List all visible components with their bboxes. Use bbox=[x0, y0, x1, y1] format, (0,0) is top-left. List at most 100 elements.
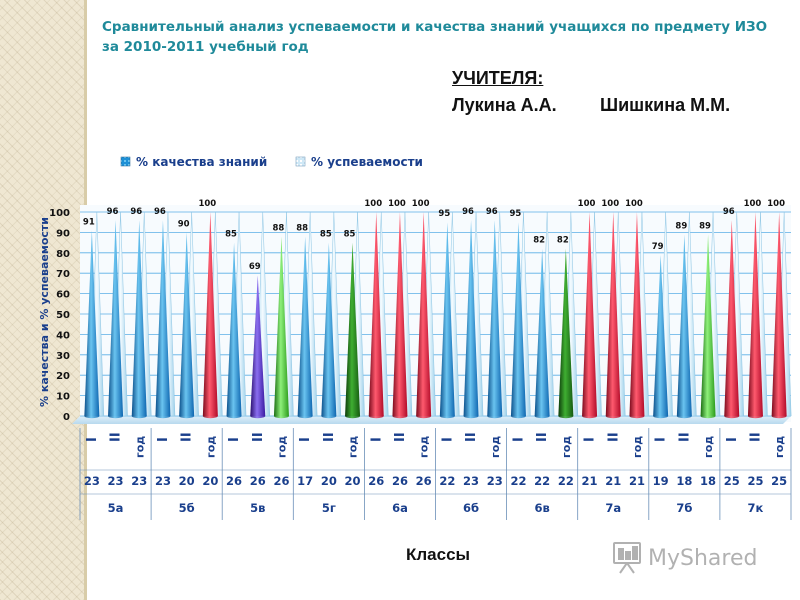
student-count-label: 20 bbox=[321, 474, 337, 488]
quarter-label: II bbox=[180, 432, 195, 442]
watermark-logo: MyShared bbox=[613, 542, 757, 574]
bar-quality bbox=[487, 220, 503, 416]
bar-quality bbox=[771, 212, 787, 416]
quarter-label: II bbox=[606, 432, 621, 442]
x-axis-title: Классы bbox=[406, 545, 471, 564]
quarter-label: год bbox=[347, 436, 360, 458]
data-label: 100 bbox=[388, 199, 406, 209]
bar-quality-base bbox=[345, 413, 361, 419]
presentation-icon bbox=[613, 542, 641, 574]
y-axis-title: % качества и % успеваемости bbox=[38, 217, 51, 407]
bar-quality-base bbox=[131, 413, 147, 419]
class-label: 5г bbox=[322, 501, 336, 515]
bar-quality-base bbox=[510, 413, 526, 419]
bar-quality-base bbox=[771, 413, 787, 419]
x-axis-quarter-labels: I II год I II год I II год I II год I II год I II год I II г… bbox=[85, 432, 786, 458]
bar-quality-base bbox=[250, 413, 266, 419]
y-tick-label: 30 bbox=[56, 351, 70, 362]
bar-quality-base bbox=[392, 413, 408, 419]
quarter-label: год bbox=[773, 436, 786, 458]
bar-quality bbox=[605, 212, 621, 416]
data-label: 100 bbox=[364, 199, 382, 209]
bar-quality-base bbox=[582, 413, 598, 419]
student-count-label: 22 bbox=[558, 474, 574, 488]
bar-quality-base bbox=[463, 413, 479, 419]
class-label: 7а bbox=[605, 501, 621, 515]
bar-quality-base bbox=[297, 413, 313, 419]
legend-swatch-quality bbox=[120, 156, 131, 167]
data-label: 82 bbox=[533, 236, 545, 246]
student-count-label: 26 bbox=[226, 474, 242, 488]
teacher-name-2: Шишкина М.М. bbox=[600, 95, 731, 115]
data-label: 100 bbox=[601, 199, 619, 209]
quarter-label: II bbox=[748, 432, 763, 442]
bar-quality bbox=[510, 222, 526, 416]
quarter-label: I bbox=[725, 437, 740, 442]
quarter-label: год bbox=[418, 436, 431, 458]
data-label: 96 bbox=[154, 207, 166, 217]
plot-back-wall bbox=[80, 205, 791, 422]
bar-quality bbox=[534, 248, 550, 416]
bar-quality bbox=[345, 242, 361, 416]
student-count-label: 19 bbox=[653, 474, 669, 488]
quarter-label: I bbox=[85, 437, 100, 442]
quarter-label: I bbox=[156, 437, 171, 442]
quarter-label: II bbox=[251, 432, 266, 442]
data-label: 82 bbox=[557, 236, 569, 246]
quarter-label: год bbox=[133, 436, 146, 458]
quarter-label: год bbox=[275, 436, 288, 458]
data-label: 96 bbox=[130, 207, 142, 217]
student-count-label: 20 bbox=[345, 474, 361, 488]
student-count-label: 20 bbox=[202, 474, 218, 488]
student-count-label: 22 bbox=[439, 474, 455, 488]
y-tick-label: 90 bbox=[56, 228, 70, 239]
watermark-text: MyShared bbox=[648, 546, 757, 571]
bar-quality-base bbox=[605, 413, 621, 419]
student-count-label: 23 bbox=[108, 474, 124, 488]
bar-quality bbox=[629, 212, 645, 416]
student-count-label: 25 bbox=[724, 474, 740, 488]
bar-quality bbox=[155, 220, 171, 416]
y-axis-ticks: 0 10 20 30 40 50 60 70 80 90 100 bbox=[49, 208, 70, 423]
bar-quality-base bbox=[273, 413, 289, 419]
bar-quality bbox=[676, 234, 692, 416]
data-label: 100 bbox=[412, 199, 430, 209]
student-count-label: 18 bbox=[676, 474, 692, 488]
y-tick-label: 10 bbox=[56, 392, 70, 403]
legend-label-progress: % успеваемости bbox=[311, 155, 423, 169]
legend-swatch-progress bbox=[295, 156, 306, 167]
bar-quality bbox=[700, 234, 716, 416]
bar-quality-base bbox=[700, 413, 716, 419]
quarter-label: II bbox=[535, 432, 550, 442]
quarter-label: II bbox=[393, 432, 408, 442]
quarter-label: I bbox=[369, 437, 384, 442]
chart-legend: % качества знаний % успеваемости bbox=[120, 155, 423, 169]
data-label: 95 bbox=[438, 209, 450, 219]
bar-quality bbox=[653, 254, 669, 416]
bar-quality bbox=[297, 236, 313, 416]
bar-quality bbox=[250, 275, 266, 416]
bar-quality-base bbox=[558, 413, 574, 419]
bar-quality bbox=[202, 212, 218, 416]
class-label: 7б bbox=[676, 501, 692, 515]
bar-quality-base bbox=[155, 413, 171, 419]
data-label: 88 bbox=[296, 223, 308, 233]
bar-quality-base bbox=[629, 413, 645, 419]
quarter-label: II bbox=[677, 432, 692, 442]
bar-quality bbox=[131, 220, 147, 416]
student-count-label: 26 bbox=[368, 474, 384, 488]
quarter-label: II bbox=[464, 432, 479, 442]
bar-quality-base bbox=[226, 413, 242, 419]
student-count-label: 23 bbox=[487, 474, 503, 488]
data-label: 90 bbox=[178, 219, 190, 229]
student-count-label: 21 bbox=[605, 474, 621, 488]
bar-quality-base bbox=[368, 413, 384, 419]
student-count-label: 23 bbox=[84, 474, 100, 488]
class-label: 6б bbox=[463, 501, 479, 515]
bar-quality bbox=[747, 212, 763, 416]
y-tick-label: 50 bbox=[56, 310, 70, 321]
y-tick-label: 40 bbox=[56, 330, 70, 341]
y-tick-label: 60 bbox=[56, 290, 70, 301]
quarter-label: II bbox=[322, 432, 337, 442]
quarter-label: II bbox=[109, 432, 124, 442]
